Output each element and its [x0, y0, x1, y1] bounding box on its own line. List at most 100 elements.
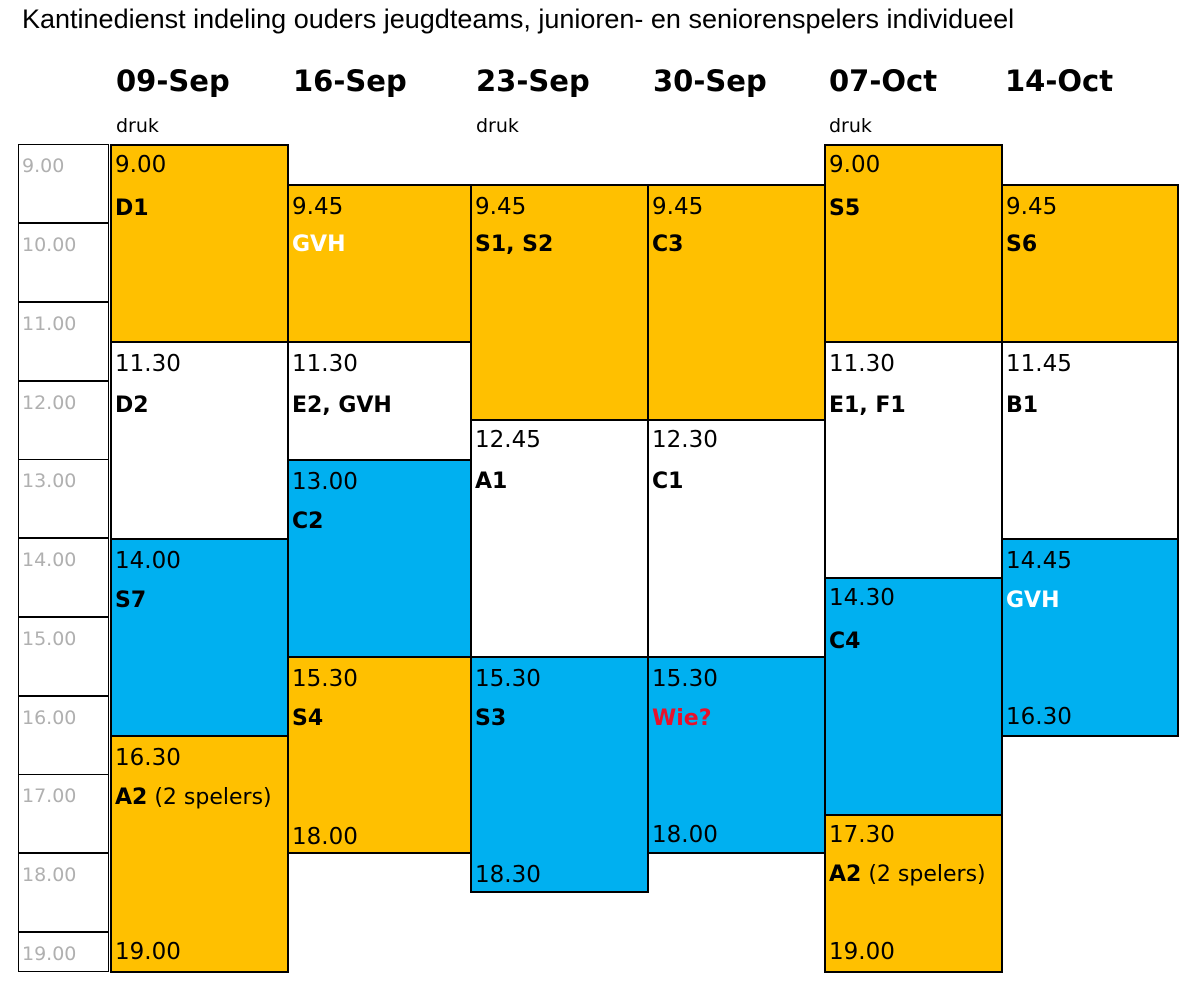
- shift-note: (2 spelers): [868, 862, 986, 887]
- shift-start-time: 15.30: [475, 666, 541, 692]
- hour-cell: 11.00: [18, 302, 109, 381]
- hour-label: 11.00: [22, 313, 77, 335]
- shift-end-time: 18.00: [292, 824, 358, 850]
- shift-start-time: 11.45: [1006, 351, 1072, 377]
- shift-start-time: 15.30: [292, 666, 358, 692]
- shift-team: D1: [115, 196, 149, 221]
- shift-team: A2: [115, 785, 148, 810]
- page-title: Kantinedienst indeling ouders jeugdteams…: [22, 4, 1015, 34]
- shift-block: 9.45 S6: [1001, 184, 1179, 343]
- shift-team: D2: [115, 393, 149, 418]
- shift-start-time: 12.30: [652, 427, 718, 453]
- shift-block: 15.30 S3 18.30: [470, 656, 649, 893]
- shift-start-time: 11.30: [829, 351, 895, 377]
- shift-end-time: 16.30: [1006, 704, 1072, 730]
- shift-start-time: 12.45: [475, 427, 541, 453]
- shift-team: S3: [475, 706, 507, 731]
- shift-team: S7: [115, 588, 147, 613]
- hour-label: 19.00: [22, 943, 77, 965]
- shift-team: A2: [829, 862, 862, 887]
- hour-label: 9.00: [22, 155, 65, 177]
- shift-start-time: 9.00: [115, 152, 167, 178]
- shift-block: 14.30 C4: [824, 577, 1003, 816]
- shift-block: 13.00 C2: [287, 459, 472, 658]
- shift-block: 11.30 E2, GVH: [287, 341, 472, 461]
- hour-cell: 12.00: [18, 381, 109, 460]
- shift-block: 9.45 C3: [647, 184, 826, 421]
- hour-cell: 16.00: [18, 696, 109, 775]
- shift-end-time: 18.30: [475, 862, 541, 888]
- hour-cell: 19.00: [18, 932, 109, 972]
- shift-team: S5: [829, 196, 861, 221]
- hour-cell: 15.00: [18, 617, 109, 696]
- hour-cell: 9.00: [18, 144, 109, 223]
- hour-cell: 10.00: [18, 223, 109, 302]
- shift-end-time: 19.00: [115, 939, 181, 965]
- shift-block: 11.30 D2: [110, 341, 289, 540]
- shift-team: S6: [1006, 232, 1038, 257]
- hour-label: 10.00: [22, 234, 77, 256]
- shift-block: 15.30 S4 18.00: [287, 656, 472, 854]
- shift-team: Wie?: [652, 706, 712, 731]
- shift-team: B1: [1006, 393, 1039, 418]
- shift-start-time: 14.45: [1006, 548, 1072, 574]
- shift-start-time: 14.30: [829, 585, 895, 611]
- hour-label: 12.00: [22, 392, 77, 414]
- shift-team: C3: [652, 232, 684, 257]
- shift-team: A1: [475, 469, 508, 494]
- hour-label: 18.00: [22, 864, 77, 886]
- shift-block: 11.30 E1, F1: [824, 341, 1003, 579]
- shift-start-time: 16.30: [115, 745, 181, 771]
- shift-block: 9.00 S5: [824, 144, 1003, 343]
- hour-cell: 17.00: [18, 774, 109, 853]
- hour-label: 16.00: [22, 707, 77, 729]
- date-header-6: 14-Oct: [1005, 64, 1114, 98]
- shift-start-time: 9.00: [829, 152, 881, 178]
- shift-block: 15.30 Wie? 18.00: [647, 656, 826, 854]
- shift-block: 12.30 C1: [647, 419, 826, 658]
- hour-label: 13.00: [22, 470, 77, 492]
- druk-label-1: druk: [116, 115, 159, 137]
- druk-label-5: druk: [829, 115, 872, 137]
- shift-block: 17.30 A2 (2 spelers) 19.00: [824, 814, 1003, 973]
- shift-team: E2, GVH: [292, 393, 392, 418]
- shift-block: 9.45 GVH: [287, 184, 472, 343]
- hour-cell: 18.00: [18, 853, 109, 932]
- shift-start-time: 9.45: [652, 194, 704, 220]
- shift-block: 11.45 B1: [1001, 341, 1179, 540]
- shift-team: C2: [292, 509, 324, 534]
- shift-start-time: 9.45: [475, 194, 527, 220]
- shift-start-time: 14.00: [115, 548, 181, 574]
- shift-block: 16.30 A2 (2 spelers) 19.00: [110, 735, 289, 973]
- shift-end-time: 19.00: [829, 939, 895, 965]
- date-header-5: 07-Oct: [829, 64, 938, 98]
- shift-start-time: 17.30: [829, 822, 895, 848]
- shift-team: S4: [292, 706, 324, 731]
- shift-block: 14.45 GVH 16.30: [1001, 538, 1179, 737]
- shift-block: 12.45 A1: [470, 419, 649, 658]
- shift-end-time: 18.00: [652, 822, 718, 848]
- shift-block: 9.00 D1: [110, 144, 289, 343]
- shift-block: 9.45 S1, S2: [470, 184, 649, 421]
- shift-team: C4: [829, 629, 861, 654]
- date-header-4: 30-Sep: [653, 64, 767, 98]
- shift-team: GVH: [1006, 588, 1060, 613]
- hour-cell: 13.00: [18, 459, 109, 538]
- date-header-3: 23-Sep: [476, 64, 590, 98]
- shift-block: 14.00 S7: [110, 538, 289, 737]
- shift-note: (2 spelers): [154, 785, 272, 810]
- shift-start-time: 13.00: [292, 469, 358, 495]
- shift-start-time: 11.30: [292, 351, 358, 377]
- shift-team: GVH: [292, 232, 346, 257]
- date-header-1: 09-Sep: [116, 64, 230, 98]
- hour-cell: 14.00: [18, 538, 109, 617]
- hour-label: 14.00: [22, 549, 77, 571]
- shift-start-time: 11.30: [115, 351, 181, 377]
- shift-start-time: 9.45: [292, 194, 344, 220]
- shift-team: C1: [652, 469, 684, 494]
- shift-start-time: 9.45: [1006, 194, 1058, 220]
- druk-label-3: druk: [476, 115, 519, 137]
- hour-label: 15.00: [22, 628, 77, 650]
- hour-label: 17.00: [22, 785, 77, 807]
- date-header-2: 16-Sep: [293, 64, 407, 98]
